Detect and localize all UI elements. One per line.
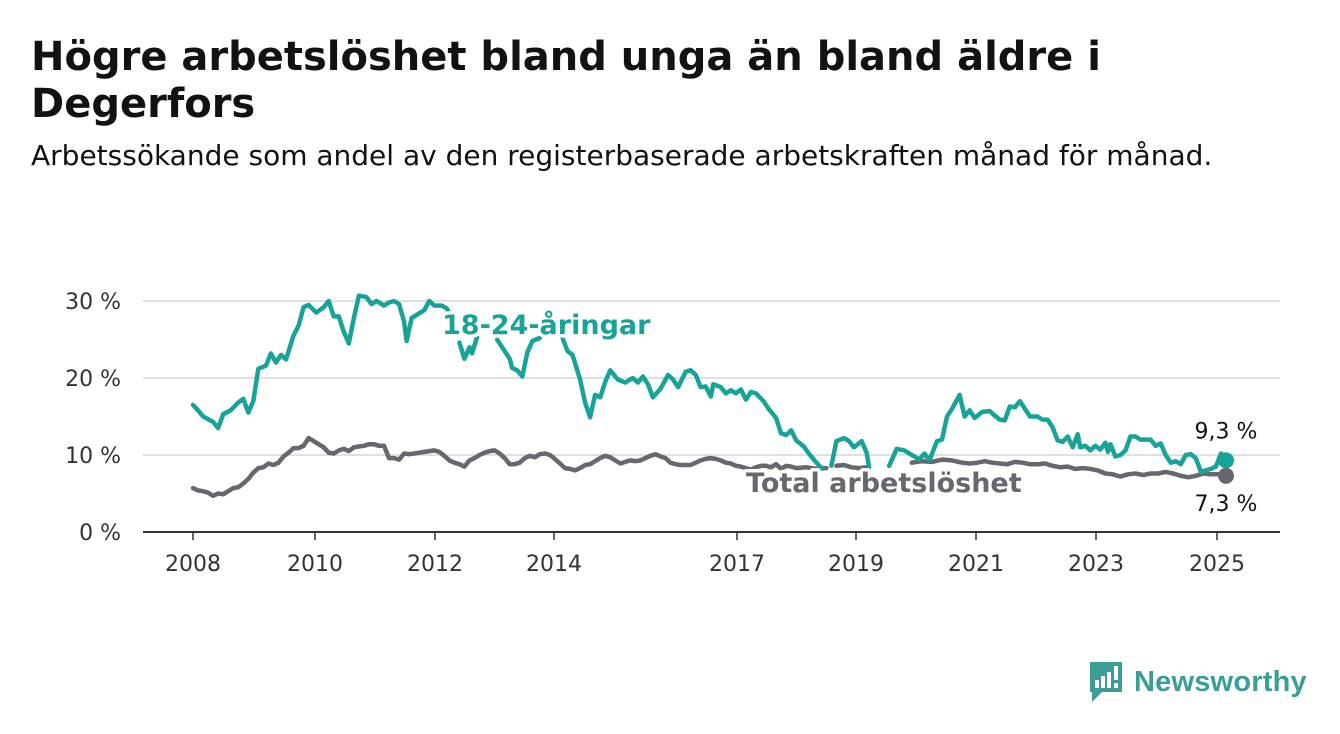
series-line-youth: [494, 335, 543, 379]
series-lines: [190, 293, 1234, 499]
series-line-youth: [190, 293, 455, 431]
series-label-youth: 18-24-åringar: [442, 309, 651, 341]
y-tick-label: 10 %: [65, 444, 121, 469]
series-line-youth: [560, 335, 824, 471]
brand-name: Newsworthy: [1134, 665, 1307, 698]
y-tick-label: 0 %: [79, 521, 121, 546]
bar-chart-icon: [1090, 662, 1122, 702]
x-tick-label: 2025: [1189, 552, 1245, 577]
end-label-total: 7,3 %: [1195, 492, 1258, 517]
y-tick-label: 20 %: [65, 367, 121, 392]
series-line-total: [909, 457, 1229, 480]
y-tick-label: 30 %: [65, 290, 121, 315]
x-tick-label: 2010: [287, 552, 343, 577]
x-tick-label: 2023: [1068, 552, 1124, 577]
x-axis: 2008 2010 2012 2014 2017 2019 2021 2023 2025: [143, 531, 1280, 577]
x-tick-label: 2012: [407, 552, 463, 577]
series-label-total: Total arbetslöshet: [746, 468, 1022, 499]
newsworthy-logo: Newsworthy: [1088, 660, 1307, 704]
x-tick-label: 2019: [828, 552, 884, 577]
series-line-youth: [886, 392, 1229, 475]
x-tick-label: 2021: [948, 552, 1004, 577]
end-label-youth: 9,3 %: [1195, 419, 1258, 444]
series-line-total: [834, 462, 869, 471]
x-tick-label: 2017: [709, 552, 765, 577]
series-line-youth: [457, 334, 480, 362]
series-line-total: [190, 435, 829, 499]
series-label-youth-halo: 18-24-åringar: [442, 309, 651, 341]
y-axis-ticks: 0 % 10 % 20 % 30 %: [65, 290, 121, 546]
series-label-total-halo: Total arbetslöshet: [746, 468, 1022, 499]
gridlines: [143, 300, 1280, 456]
x-tick-label: 2008: [165, 552, 221, 577]
end-point-total: [1218, 467, 1234, 484]
x-tick-label: 2014: [526, 552, 582, 577]
chart-subtitle: Arbetssökande som andel av den registerb…: [31, 139, 1213, 172]
chart-title: Högre arbetslöshet bland unga än bland ä…: [31, 34, 1101, 127]
series-line-youth: [829, 435, 872, 470]
end-point-youth: [1218, 452, 1234, 469]
